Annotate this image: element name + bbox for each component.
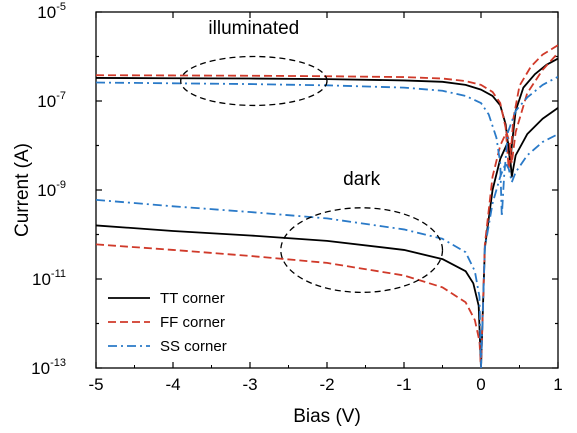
x-tick-label: -2	[319, 375, 334, 394]
x-tick-label: -3	[242, 375, 257, 394]
annotation-ellipses	[180, 55, 444, 293]
y-tick-label: 10-9	[37, 179, 66, 200]
x-tick-label: -5	[88, 375, 103, 394]
y-tick-label: 10-13	[31, 357, 66, 378]
annotation-dark: dark	[343, 169, 380, 190]
legend-label-tt: TT corner	[160, 290, 225, 307]
x-tick-label: 1	[553, 375, 562, 394]
y-tick-exponent: -5	[56, 1, 66, 13]
series-line-2-branch-1	[96, 133, 558, 368]
x-axis-label: Bias (V)	[293, 406, 361, 427]
series-line-0-branch-0	[96, 57, 558, 165]
y-tick-exponent: -11	[51, 268, 66, 280]
x-tick-label: -1	[396, 375, 411, 394]
x-tick-label: -4	[165, 375, 180, 394]
legend-label-ss: SS corner	[160, 338, 227, 355]
legend-label-ff: FF corner	[160, 314, 225, 331]
y-tick-exponent: -7	[56, 90, 66, 102]
highlight-ellipse	[280, 207, 444, 293]
series-line-1-branch-0	[96, 44, 558, 170]
y-tick-exponent: -13	[50, 357, 66, 369]
series-line-2-branch-0	[96, 75, 558, 218]
highlight-ellipse	[180, 55, 328, 107]
y-tick-label: 10-5	[37, 1, 66, 22]
y-tick-label: 10-11	[32, 268, 66, 289]
x-axis-ticks: -5 -4 -3 -2 -1 0 1	[88, 12, 563, 394]
y-tick-exponent: -9	[56, 179, 66, 191]
y-tick-label: 10-7	[37, 90, 66, 111]
annotation-illuminated: illuminated	[208, 18, 299, 39]
y-axis-label: Current (A)	[12, 143, 33, 237]
x-tick-label: 0	[476, 375, 485, 394]
legend: TT corner FF corner SS corner	[108, 290, 227, 355]
